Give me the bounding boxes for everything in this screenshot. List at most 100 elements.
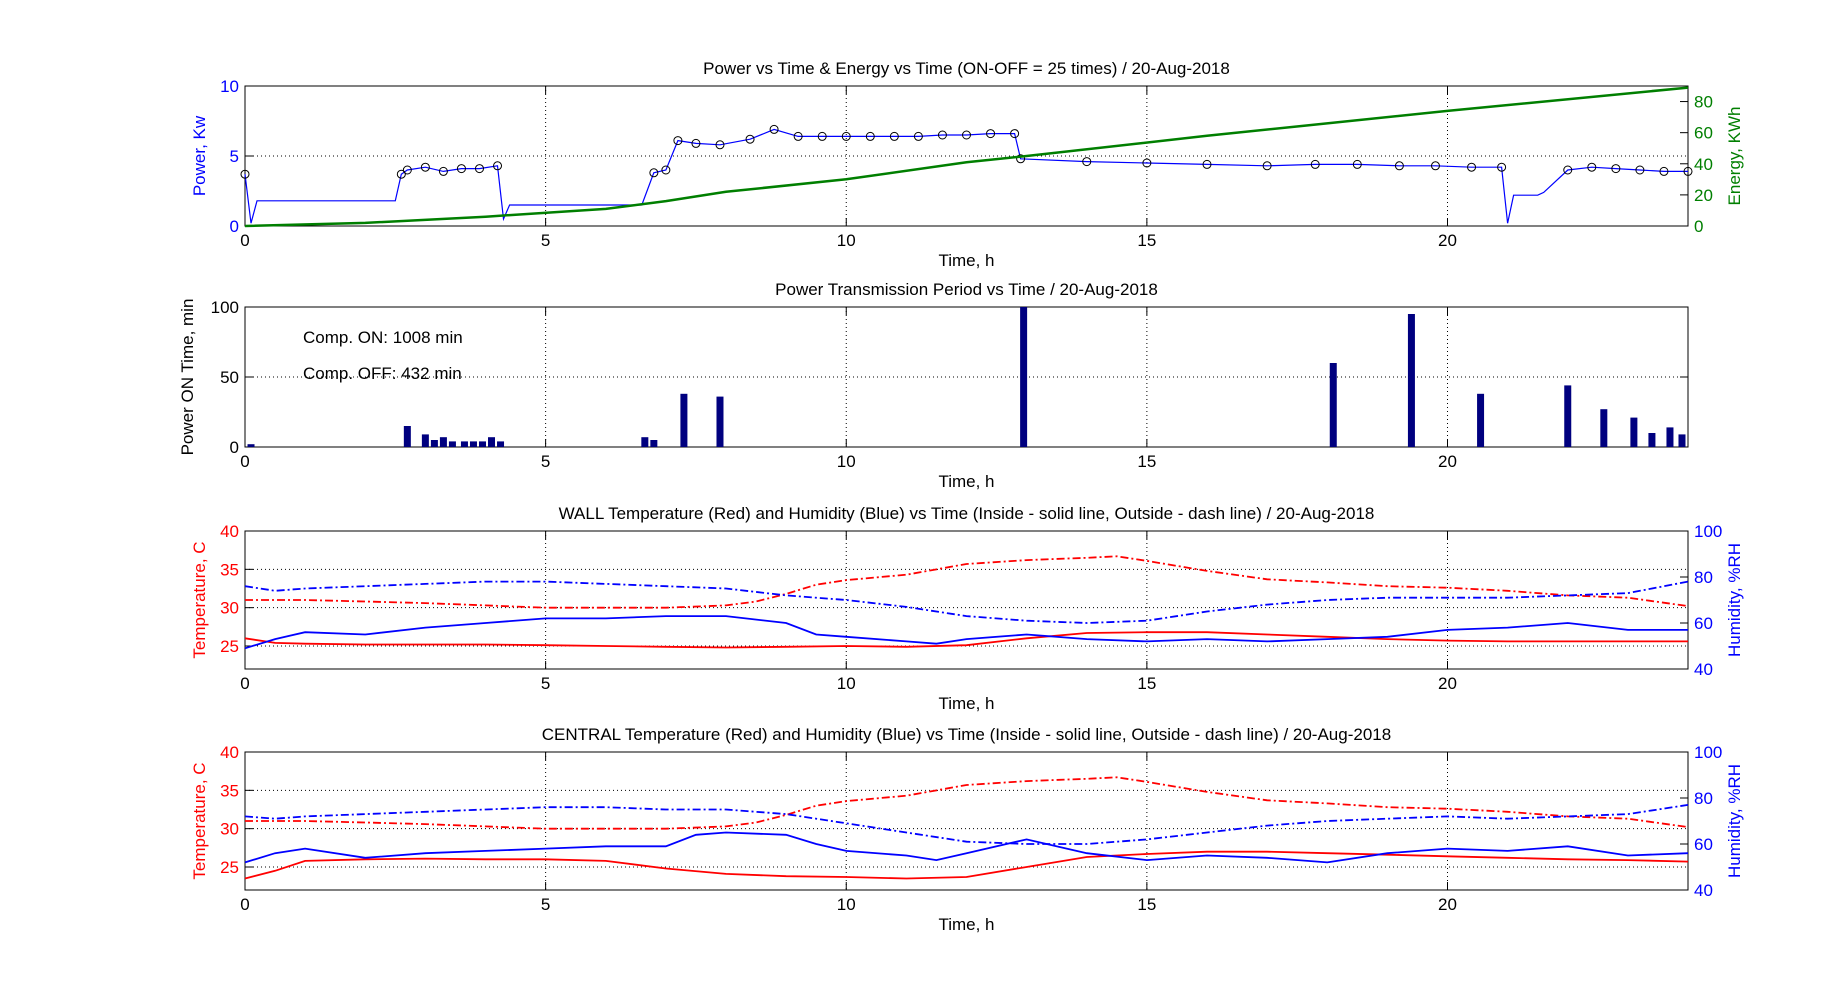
x-tick-label: 10 [837,231,856,250]
bar [1666,427,1674,447]
bar [478,441,486,447]
y2-tick-label: 80 [1694,568,1713,587]
on-off-marker [1587,162,1597,172]
on-off-marker [438,166,448,176]
annotation: Comp. OFF: 432 min [303,364,462,383]
bar [1564,385,1572,447]
y2-axis-label: Energy, KWh [1725,107,1744,206]
on-off-marker [769,124,779,134]
x-tick-label: 20 [1438,674,1457,693]
on-off-marker [745,134,755,144]
y-tick-label: 50 [220,368,239,387]
y-tick-label: 25 [220,637,239,656]
series-line-4 [244,804,1689,845]
on-off-marker [1082,157,1092,167]
x-tick-label: 0 [240,674,249,693]
bar [680,393,688,447]
y-tick-label: 30 [220,599,239,618]
y2-tick-label: 100 [1694,522,1722,541]
y2-axis-label: Humidity, %RH [1725,543,1744,657]
panel-3 [244,530,1689,670]
y-tick-label: 30 [220,820,239,839]
x-tick-label: 10 [837,895,856,914]
on-off-marker [889,131,899,141]
y-tick-label: 35 [220,560,239,579]
series-line-1 [244,631,1688,649]
y2-tick-label: 60 [1694,614,1713,633]
y-tick-label: 40 [220,522,239,541]
bar [1020,307,1028,447]
on-off-marker [937,130,947,140]
y2-tick-label: 60 [1694,835,1713,854]
y-tick-label: 0 [230,438,239,457]
y-tick-label: 40 [220,743,239,762]
y-tick-label: 10 [220,77,239,96]
x-tick-label: 0 [240,231,249,250]
series-line-2 [245,776,1689,830]
x-tick-label: 20 [1438,895,1457,914]
x-tick-label: 20 [1438,231,1457,250]
y2-tick-label: 40 [1694,660,1713,679]
x-tick-label: 5 [541,231,550,250]
on-off-marker [1394,161,1404,171]
x-tick-label: 15 [1137,895,1156,914]
on-off-marker [1016,154,1026,164]
series-line-4 [244,580,1689,624]
on-off-marker [1202,159,1212,169]
on-off-marker [1611,164,1621,174]
x-tick-label: 15 [1137,231,1156,250]
y2-tick-label: 60 [1694,124,1713,143]
y2-tick-label: 40 [1694,155,1713,174]
on-off-marker [456,164,466,174]
x-axis-label: Time, h [938,472,994,491]
y2-tick-label: 80 [1694,789,1713,808]
series-line-1 [244,128,1688,224]
x-tick-label: 15 [1137,452,1156,471]
x-tick-label: 0 [240,895,249,914]
on-off-marker [493,161,503,171]
bar [1678,434,1686,447]
on-off-marker [1310,159,1320,169]
y2-tick-label: 20 [1694,186,1713,205]
on-off-marker [1563,165,1573,175]
y2-tick-label: 80 [1694,93,1713,112]
x-tick-label: 20 [1438,452,1457,471]
series-line-3 [244,615,1688,650]
chart-title: Power vs Time & Energy vs Time (ON-OFF =… [703,59,1230,78]
y-axis-label: Temperature, C [190,541,209,658]
series-line-1 [244,850,1689,880]
bar [403,426,411,447]
chart-title: WALL Temperature (Red) and Humidity (Blu… [559,504,1375,523]
bar [448,441,456,447]
x-tick-label: 5 [541,452,550,471]
axes-box [244,751,1689,891]
bar [439,437,447,447]
y2-tick-label: 100 [1694,743,1722,762]
on-off-marker [1683,166,1693,176]
annotation: Comp. ON: 1008 min [303,328,463,347]
x-axis-label: Time, h [938,915,994,934]
y-tick-label: 100 [211,298,239,317]
on-off-marker [1430,161,1440,171]
chart-title: CENTRAL Temperature (Red) and Humidity (… [542,725,1391,744]
x-tick-label: 0 [240,452,249,471]
bar [497,441,505,447]
on-off-marker [1142,158,1152,168]
panel-2 [244,306,1689,448]
on-off-marker [691,138,701,148]
x-axis-label: Time, h [938,694,994,713]
on-off-marker [986,129,996,139]
bar [460,441,468,447]
panel-1 [240,85,1693,228]
x-tick-label: 10 [837,674,856,693]
on-off-marker [1635,165,1645,175]
on-off-marker [1659,166,1669,176]
on-off-marker [715,140,725,150]
on-off-marker [402,165,412,175]
on-off-marker [649,168,659,178]
chart-title: Power Transmission Period vs Time / 20-A… [775,280,1158,299]
on-off-marker [1352,159,1362,169]
bar [1630,417,1638,447]
bar [1648,433,1656,447]
